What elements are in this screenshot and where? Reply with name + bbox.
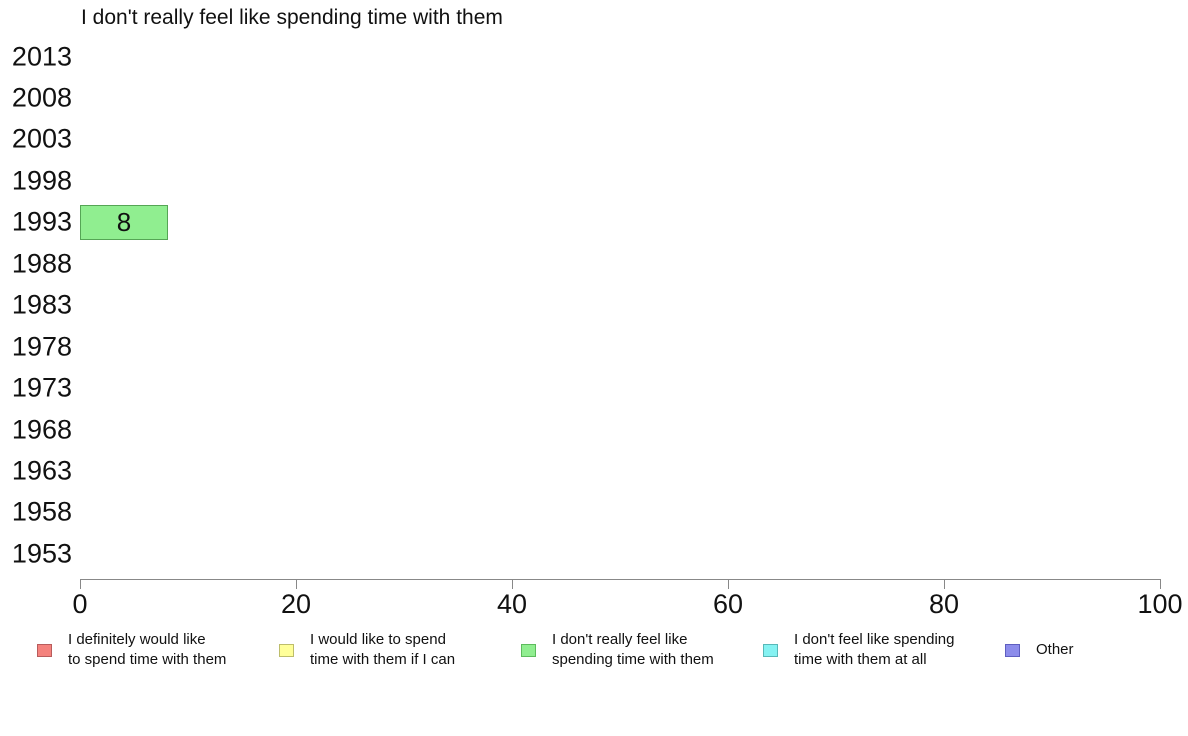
x-axis-tick [80,579,81,589]
y-axis-label: 1978 [11,331,72,362]
chart-title: I don't really feel like spending time w… [81,6,503,29]
x-axis-tick-label: 20 [280,589,312,619]
x-axis-line [80,579,1161,580]
legend-item[interactable]: I don't really feel like spending time wi… [521,627,714,673]
y-axis-label: 1968 [11,414,72,445]
legend-label: Other [1036,641,1074,658]
x-axis-tick [512,579,513,589]
x-axis-tick [296,579,297,589]
legend-item[interactable]: I would like to spend time with them if I… [279,627,455,673]
legend-label: I definitely would like to spend time wit… [68,631,227,668]
legend: I definitely would like to spend time wit… [0,627,1188,673]
y-axis-label: 1983 [11,289,72,320]
x-axis-tick-label: 80 [928,589,960,619]
legend-label: I don't feel like spending time with them… [794,631,955,668]
bar-value-label: 8 [116,206,132,237]
legend-label: I would like to spend time with them if I… [310,631,456,668]
y-axis-label: 1963 [11,455,72,486]
legend-item[interactable]: Other [1005,627,1074,673]
y-axis-label: 1953 [11,538,72,569]
legend-item[interactable]: I don't feel like spending time with them… [763,627,954,673]
legend-item[interactable]: I definitely would like to spend time wit… [37,627,226,673]
y-axis-label: 1993 [11,206,72,237]
y-axis-label: 1973 [11,372,72,403]
legend-swatch [1005,643,1020,657]
y-axis-label: 1958 [11,496,72,527]
y-axis-label: 2008 [11,82,72,113]
x-axis-tick-label: 0 [72,589,88,619]
legend-label: I don't really feel like spending time wi… [552,631,714,668]
x-axis-tick [728,579,729,589]
x-axis-tick-label: 100 [1137,589,1183,619]
bar-1993[interactable]: 8 [80,204,168,240]
x-axis-tick [944,579,945,589]
x-axis-tick-label: 40 [496,589,528,619]
legend-swatch [763,643,778,657]
y-axis-label: 1998 [11,165,72,196]
x-axis-tick [1160,579,1161,589]
legend-swatch [37,643,52,657]
y-axis-label: 2003 [11,123,72,154]
y-axis-label: 2013 [11,41,72,71]
legend-swatch [521,643,536,657]
x-axis-tick-label: 60 [712,589,744,619]
y-axis-label: 1988 [11,248,72,279]
legend-swatch [279,643,294,657]
